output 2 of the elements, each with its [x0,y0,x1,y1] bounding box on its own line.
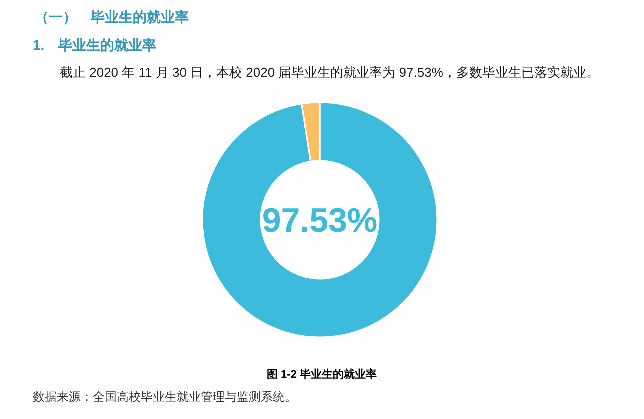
subtitle: 1. 毕业生的就业率 [33,37,157,53]
title: （一） 毕业生的就业率 [35,9,189,25]
